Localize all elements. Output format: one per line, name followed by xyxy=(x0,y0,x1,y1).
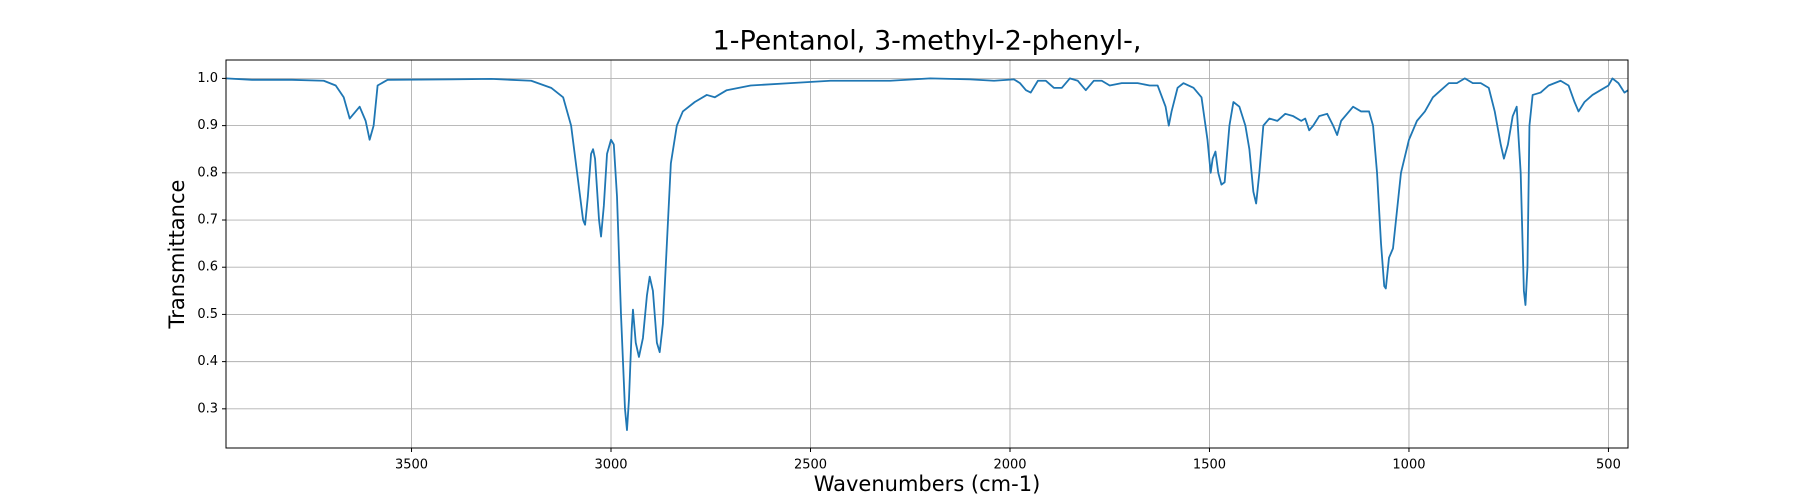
y-tick-label: 1.0 xyxy=(197,71,218,86)
y-tick-label: 0.8 xyxy=(197,165,218,180)
y-tick-label: 0.5 xyxy=(197,307,218,322)
chart-title: 1-Pentanol, 3-methyl-2-phenyl-, xyxy=(713,26,1142,57)
x-tick-label: 3500 xyxy=(395,458,428,473)
plot-frame xyxy=(225,59,1629,449)
x-tick-label: 1000 xyxy=(1392,458,1425,473)
y-axis-label: Transmittance xyxy=(165,180,189,330)
x-tick-label: 1500 xyxy=(1193,458,1226,473)
y-tick-label: 0.7 xyxy=(197,213,218,228)
x-tick-label: 2000 xyxy=(993,458,1026,473)
x-axis-label: Wavenumbers (cm-1) xyxy=(814,472,1041,496)
x-tick-label: 3000 xyxy=(594,458,627,473)
y-tick-label: 0.9 xyxy=(197,118,218,133)
x-tick-label: 2500 xyxy=(794,458,827,473)
y-tick-label: 0.6 xyxy=(197,260,218,275)
y-tick-label: 0.4 xyxy=(197,354,218,369)
spectrum-line xyxy=(225,77,1629,431)
x-tick-label: 500 xyxy=(1596,458,1621,473)
y-tick-label: 0.3 xyxy=(197,401,218,416)
